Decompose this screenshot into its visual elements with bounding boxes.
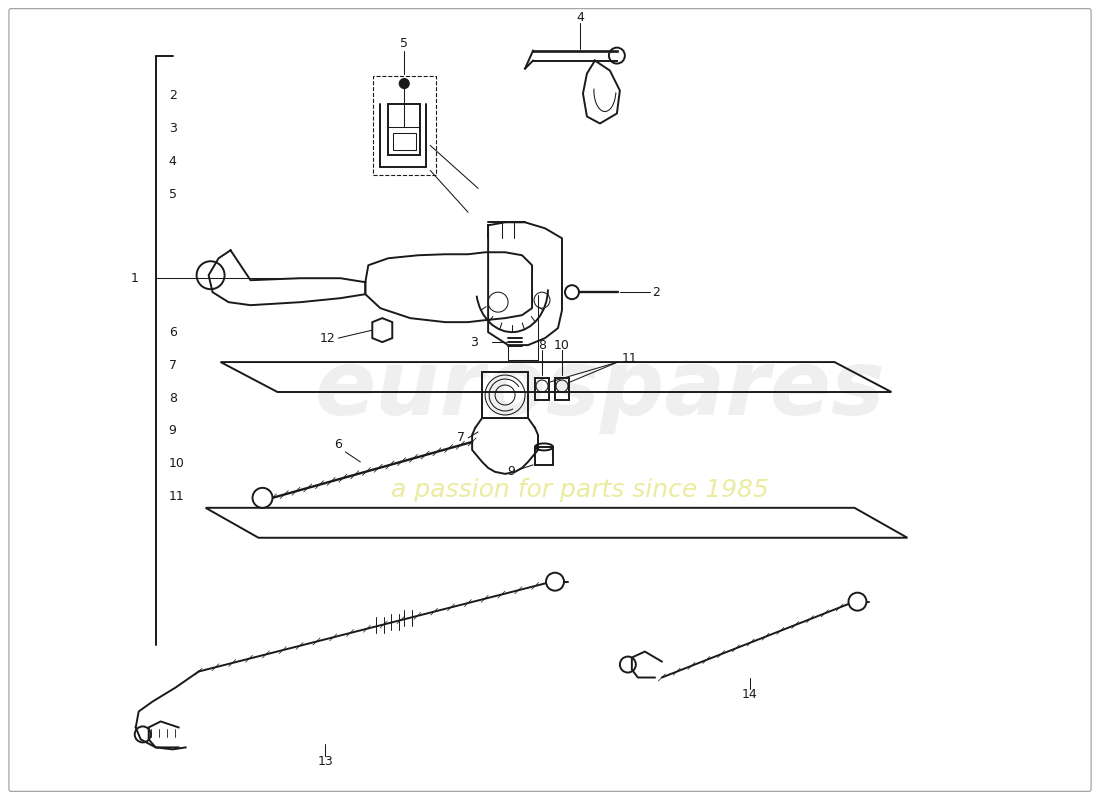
Text: 10: 10 <box>554 338 570 351</box>
Text: 7: 7 <box>458 431 465 445</box>
Text: 8: 8 <box>168 391 177 405</box>
Text: 6: 6 <box>334 438 342 451</box>
Text: 5: 5 <box>168 188 177 201</box>
Text: 11: 11 <box>621 351 638 365</box>
Text: eurospares: eurospares <box>315 346 886 434</box>
Circle shape <box>253 488 273 508</box>
Circle shape <box>848 593 867 610</box>
Text: 10: 10 <box>168 458 185 470</box>
Text: 4: 4 <box>168 155 176 168</box>
Text: 9: 9 <box>168 425 176 438</box>
Text: 8: 8 <box>538 338 546 351</box>
Text: 3: 3 <box>471 336 478 349</box>
Text: 7: 7 <box>168 358 177 371</box>
Circle shape <box>565 285 579 299</box>
Circle shape <box>546 573 564 590</box>
Text: 4: 4 <box>576 11 584 24</box>
Text: 1: 1 <box>131 272 139 285</box>
Text: 11: 11 <box>168 490 185 503</box>
Text: 5: 5 <box>400 37 408 50</box>
Circle shape <box>399 78 409 89</box>
Text: 13: 13 <box>318 755 333 768</box>
Text: 9: 9 <box>507 466 515 478</box>
Text: 6: 6 <box>168 326 176 338</box>
Text: 2: 2 <box>652 286 660 298</box>
Text: 14: 14 <box>741 688 758 701</box>
Text: 3: 3 <box>168 122 176 135</box>
Text: 12: 12 <box>320 332 336 345</box>
Text: 2: 2 <box>168 89 176 102</box>
Text: a passion for parts since 1985: a passion for parts since 1985 <box>392 478 769 502</box>
